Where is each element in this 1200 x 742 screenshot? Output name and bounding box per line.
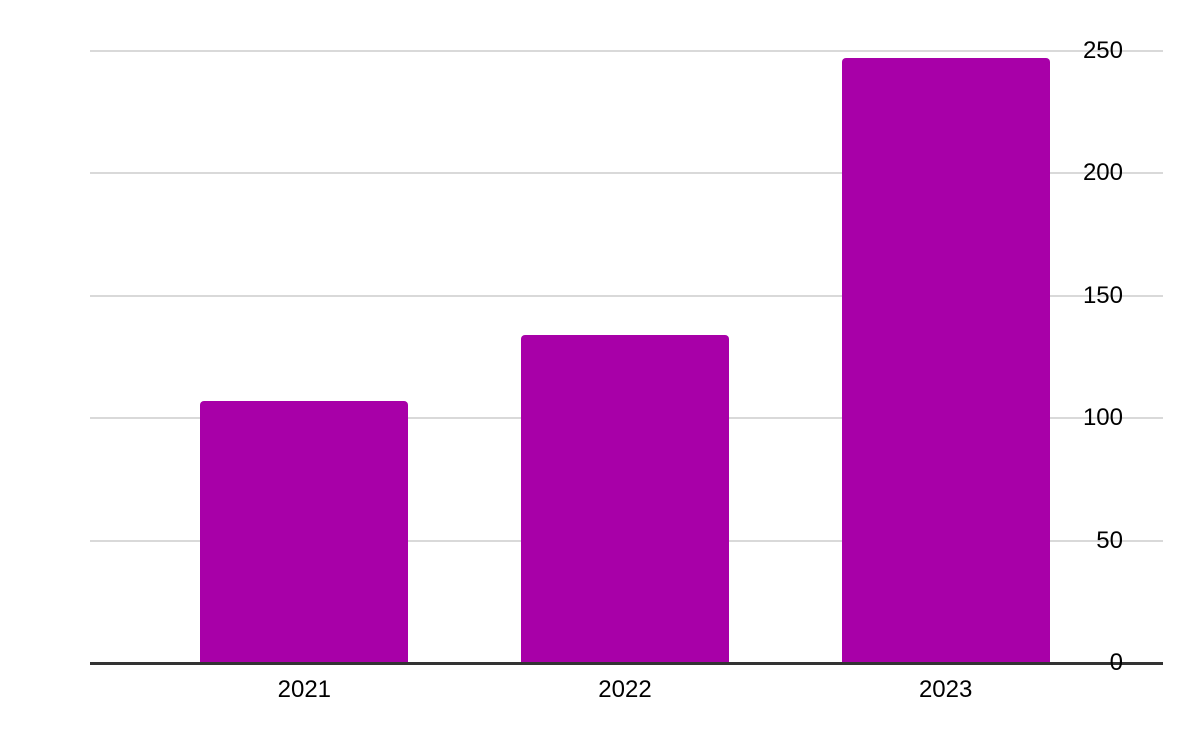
x-tick-label-2022: 2022 bbox=[598, 676, 652, 703]
y-gridline-200 bbox=[90, 172, 1163, 174]
y-tick-label-250: 250 bbox=[1082, 36, 1123, 64]
y-gridline-250 bbox=[90, 49, 1163, 52]
y-tick-label-150: 150 bbox=[1082, 281, 1123, 309]
y-tick-label-0: 0 bbox=[1109, 649, 1123, 676]
y-gridline-150 bbox=[90, 294, 1163, 297]
bar-2023 bbox=[841, 57, 1050, 663]
bar-2021 bbox=[200, 400, 409, 663]
bar-2022 bbox=[521, 334, 729, 663]
y-tick-label-50: 50 bbox=[1096, 526, 1123, 554]
x-tick-label-2023: 2023 bbox=[918, 676, 973, 703]
y-tick-label-100: 100 bbox=[1082, 404, 1123, 431]
x-axis-line bbox=[90, 661, 1163, 665]
y-tick-label-200: 200 bbox=[1082, 159, 1123, 186]
x-tick-label-2021: 2021 bbox=[277, 676, 332, 703]
